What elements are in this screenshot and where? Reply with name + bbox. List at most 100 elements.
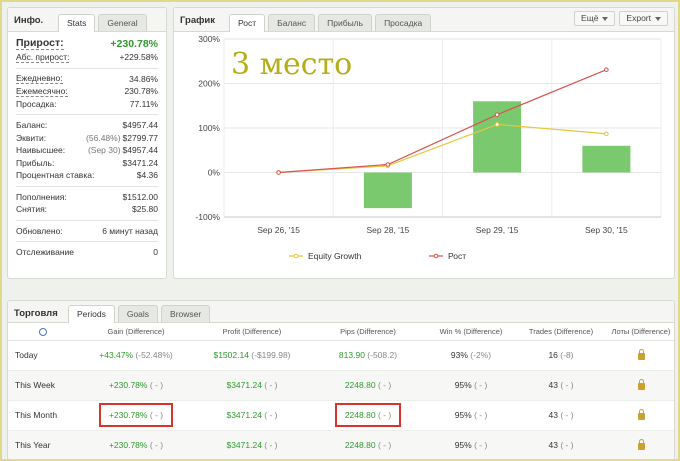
lock-icon[interactable] — [637, 409, 645, 421]
profit-value: $3471.24 — [122, 157, 158, 168]
trades-value: 43 — [548, 440, 558, 450]
profit-cell: $3471.24 ( - ) — [194, 430, 310, 459]
info-icon[interactable] — [39, 327, 47, 336]
win-diff: (-2%) — [470, 350, 492, 360]
tab-goals[interactable]: Goals — [117, 305, 159, 322]
series-point — [604, 131, 609, 137]
win-cell: 95% ( - ) — [426, 400, 516, 431]
export-button[interactable]: Export — [619, 11, 668, 26]
col-trades: Trades (Difference) — [516, 323, 606, 341]
tab-browser[interactable]: Browser — [161, 305, 211, 322]
pips-value: 2248.80 — [344, 440, 376, 450]
y-tick-label: 200% — [198, 79, 220, 89]
tab-drawdown[interactable]: Просадка — [375, 14, 432, 31]
daily-row: Ежедневно: 34.86% — [16, 73, 158, 86]
tab-stats[interactable]: Stats — [58, 14, 96, 32]
chevron-down-icon — [602, 16, 609, 21]
info-panel-title: Инфо. — [14, 15, 44, 26]
deposits-label: Пополнения: — [16, 191, 67, 202]
col-pips: Pips (Difference) — [310, 323, 426, 341]
chart-annotation: 3 место — [231, 47, 352, 82]
highest-value: $4957.44 — [122, 145, 158, 156]
profit-value: $1502.14 — [213, 350, 249, 360]
equity-value: $2799.77 — [122, 132, 158, 143]
growth-value: +230.78% — [110, 37, 158, 50]
profit-diff: (-$199.98) — [251, 350, 291, 360]
x-tick-label: Sep 28, '15 — [367, 225, 410, 235]
lots-cell — [606, 400, 674, 431]
table-row: This Month +230.78% ( - ) $3471.24 ( - )… — [8, 400, 674, 431]
tracking-value: 0 — [153, 247, 158, 258]
chart-tabs: Рост Баланс Прибыль Просадка — [229, 8, 434, 32]
profit-label: Прибыль: — [16, 157, 55, 168]
profit-value: $3471.24 — [226, 380, 262, 390]
series-point — [276, 170, 281, 175]
gain-cell: +230.78% ( - ) — [78, 430, 194, 459]
profit-cell: $3471.24 ( - ) — [194, 400, 310, 431]
info-stats: Прирост: +230.78% Абс. прирост: +229.58%… — [8, 32, 166, 259]
profit-cell: $3471.24 ( - ) — [194, 370, 310, 401]
trades-value: 43 — [548, 380, 558, 390]
col-lots: Лоты (Difference) — [606, 323, 674, 341]
chevron-down-icon — [655, 16, 661, 21]
chart-bar — [473, 101, 522, 173]
legend-entry: Equity Growth — [308, 251, 362, 261]
withdrawals-value: $25.80 — [132, 204, 158, 215]
win-value: 93% — [450, 350, 468, 360]
highlight-box: 2248.80 ( - ) — [334, 403, 402, 427]
pips-cell: 2248.80 ( - ) — [310, 400, 426, 431]
profit-diff: ( - ) — [264, 410, 278, 420]
daily-label[interactable]: Ежедневно: — [16, 73, 63, 85]
legend-entry: Рост — [448, 251, 466, 261]
win-diff: ( - ) — [474, 380, 488, 390]
trades-value: 16 — [548, 350, 558, 360]
trades-cell: 16 (-8) — [516, 340, 606, 371]
win-cell: 93% (-2%) — [426, 340, 516, 371]
chart-panel-title: График — [180, 15, 216, 26]
highest-date: (Sep 30) — [87, 145, 121, 156]
abs-growth-label[interactable]: Абс. прирост: — [16, 51, 70, 63]
y-tick-label: 0% — [208, 168, 221, 178]
tab-profit[interactable]: Прибыль — [318, 14, 373, 31]
tab-general[interactable]: General — [98, 14, 147, 31]
tab-growth[interactable]: Рост — [229, 14, 266, 32]
interest-label: Процентная ставка: — [16, 170, 95, 181]
table-row: This Week +230.78% ( - ) $3471.24 ( - ) … — [8, 370, 674, 401]
col-win: Win % (Difference) — [426, 323, 516, 341]
y-tick-label: -100% — [195, 212, 220, 222]
y-tick-label: 100% — [198, 123, 220, 133]
win-value: 95% — [454, 380, 472, 390]
highlight-box: +230.78% ( - ) — [98, 403, 174, 427]
divider — [16, 67, 158, 69]
info-panel: Инфо. Stats General Прирост: +230.78% Аб… — [7, 7, 167, 279]
lots-cell — [606, 370, 674, 401]
lock-icon[interactable] — [637, 379, 645, 391]
withdrawals-label: Снятия: — [16, 204, 48, 215]
chart-bar — [363, 172, 412, 209]
monthly-label[interactable]: Ежемесячно: — [16, 85, 68, 97]
withdrawals-row: Снятия: $25.80 — [16, 203, 158, 216]
balance-label: Баланс: — [16, 120, 48, 131]
pips-diff: ( - ) — [377, 380, 392, 390]
trades-cell: 43 ( - ) — [516, 370, 606, 401]
series-point — [604, 67, 609, 73]
win-cell: 95% ( - ) — [426, 430, 516, 459]
win-value: 95% — [454, 410, 472, 420]
growth-label[interactable]: Прирост: — [16, 37, 64, 50]
table-row: This Year +230.78% ( - ) $3471.24 ( - ) … — [8, 430, 674, 459]
series-line — [278, 123, 607, 174]
gain-value: +230.78% — [108, 380, 148, 390]
lock-icon[interactable] — [637, 349, 645, 361]
more-button[interactable]: Ещё — [574, 11, 616, 26]
trades-diff: (-8) — [560, 350, 574, 360]
trading-panel: Торговля Periods Goals Browser Gain (Dif… — [7, 300, 675, 460]
updated-value: 6 минут назад — [102, 225, 158, 236]
highest-label: Наивысшее: — [16, 145, 66, 156]
lock-icon[interactable] — [637, 439, 645, 451]
drawdown-label: Просадка: — [16, 98, 57, 109]
tab-periods[interactable]: Periods — [68, 305, 115, 323]
pips-diff: (-508.2) — [367, 350, 398, 360]
tab-balance[interactable]: Баланс — [268, 14, 316, 31]
updated-row: Обновлено: 6 минут назад — [16, 225, 158, 238]
gain-value: +230.78% — [108, 440, 148, 450]
